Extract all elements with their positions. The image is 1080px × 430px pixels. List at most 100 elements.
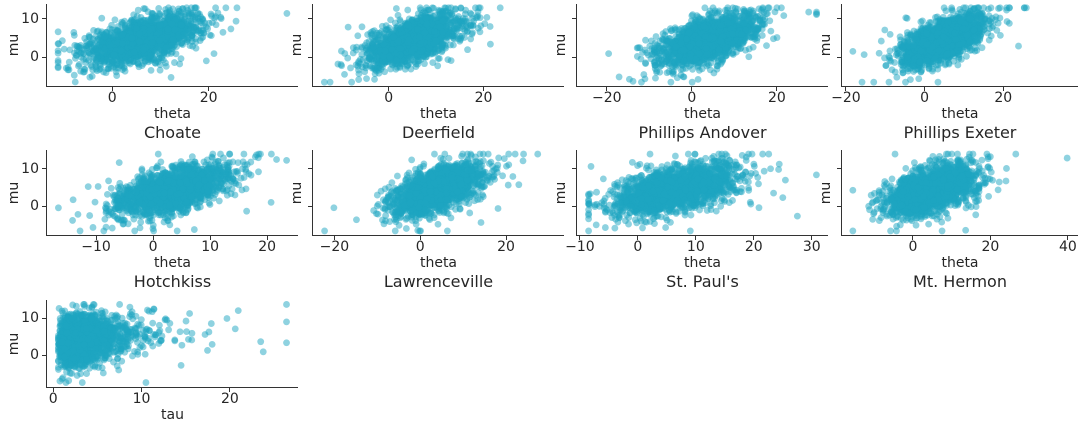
x-tick [606,87,608,91]
y-axis-label: mu [818,181,834,204]
x-tick-label: 0 [107,90,117,106]
x-tick-label: 0 [148,239,158,255]
x-axis-label: theta [419,255,458,271]
x-tick [266,236,268,240]
scatter-points [313,4,564,86]
x-axis-spine [312,86,564,87]
x-tick-label: 30 [802,239,821,255]
x-tick [811,236,813,240]
y-tick [42,205,46,207]
x-tick-label: 20 [994,90,1013,106]
y-tick-label: 0 [30,347,39,364]
x-tick-label: 20 [768,90,786,106]
scatter-points [577,4,828,86]
x-tick-label: 20 [497,239,515,255]
y-tick [837,56,841,58]
subplot-phillips-exeter: −20 0 20 theta mu Phillips Exeter [795,0,1080,145]
x-axis-label: tau [161,407,184,423]
y-tick [837,18,841,20]
subplot-title: Lawrenceville [383,272,494,291]
y-axis-spine [312,4,313,87]
x-axis-label: theta [941,255,979,271]
y-axis-label: mu [6,332,22,355]
x-tick-label: −20 [831,90,861,106]
y-tick [572,205,576,207]
x-tick [753,236,755,240]
subplot-choate: 0 20 0 10 theta mu Choate [0,0,298,145]
x-tick [208,87,210,91]
y-axis-label: mu [289,181,305,204]
x-tick-label: 0 [48,391,58,407]
x-tick [695,236,697,240]
x-axis-spine [46,235,298,236]
y-axis-spine [312,150,313,236]
y-tick-label: 10 [21,310,39,327]
x-tick-label: 0 [687,90,697,106]
y-tick [572,18,576,20]
x-tick [229,388,231,392]
subplot-phillips-andover: −20 0 20 theta mu Phillips Andover [530,0,828,145]
y-axis-label: mu [553,33,569,57]
y-tick [572,168,576,170]
x-tick-label: 0 [415,239,425,255]
x-tick [776,87,778,91]
x-tick [579,236,581,240]
x-axis-spine [841,235,1078,236]
x-tick [1002,87,1004,91]
subplot-deerfield: 0 20 theta mu Deerfield [266,0,564,145]
subplot-tau: 0 10 20 0 10 tau mu [0,295,298,430]
x-tick-label: 20 [199,90,218,106]
subplot-st-paul-s: −10 0 10 20 30 theta mu St. Paul's [530,145,828,295]
y-axis-spine [841,4,842,87]
x-axis-label: theta [683,255,722,271]
y-axis-spine [576,150,577,236]
y-axis-label: mu [818,33,834,57]
x-tick-label: 0 [908,239,918,255]
x-tick-label: 0 [920,90,930,106]
x-tick-label: −20 [319,239,350,255]
y-axis-label: mu [6,181,22,204]
y-axis-label: mu [553,181,569,204]
x-tick-label: 20 [981,239,1000,255]
x-tick [1067,236,1069,240]
subplot-mt-hermon: 0 20 40 theta mu Mt. Hermon [795,145,1080,295]
x-tick [111,87,113,91]
y-tick-label: 10 [21,160,39,177]
scatter-points [47,4,298,86]
x-tick-label: 0 [633,239,643,255]
y-tick [572,56,576,58]
y-tick [42,317,46,319]
x-tick [95,236,97,240]
x-axis-label: theta [153,255,192,271]
x-axis-spine [46,387,298,388]
x-tick-label: 40 [1059,239,1077,255]
subplot-title: Deerfield [401,123,476,142]
subplot-title: Phillips Andover [638,123,767,142]
x-axis-label: theta [153,106,192,122]
x-axis-spine [576,235,828,236]
x-tick-label: 20 [744,239,763,255]
subplot-title: Choate [143,123,202,142]
x-tick [912,236,914,240]
y-tick [308,168,312,170]
y-axis-label: mu [289,33,305,57]
y-axis-spine [576,4,577,87]
scatter-points [842,4,1078,86]
scatter-points [842,150,1078,235]
x-axis-spine [312,235,564,236]
x-tick-label: 0 [384,90,394,106]
x-tick-label: −10 [565,239,595,255]
x-tick [989,236,991,240]
x-axis-spine [576,86,828,87]
y-tick [308,56,312,58]
x-tick [141,388,143,392]
x-axis-label: theta [683,106,722,122]
y-tick [308,205,312,207]
x-tick [924,87,926,91]
y-tick-label: 0 [30,49,39,65]
y-axis-spine [841,150,842,236]
x-tick [637,236,639,240]
scatter-points [47,300,298,387]
scatter-points [577,150,828,235]
x-tick [152,236,154,240]
